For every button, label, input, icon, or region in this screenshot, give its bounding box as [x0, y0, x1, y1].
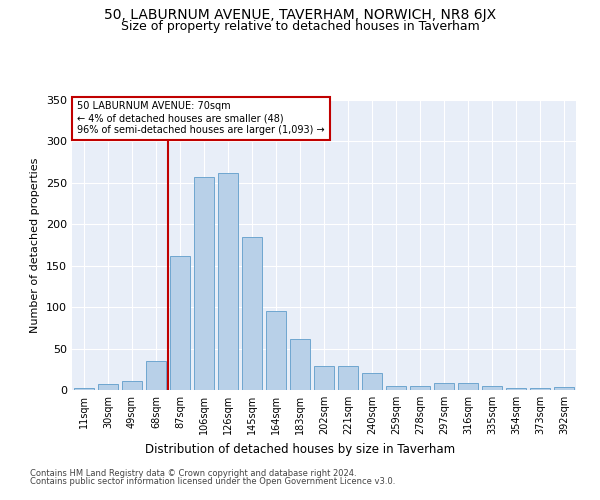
Bar: [362, 374, 382, 390]
Bar: [314, 366, 334, 390]
Bar: [194, 177, 214, 390]
Text: Distribution of detached houses by size in Taverham: Distribution of detached houses by size …: [145, 442, 455, 456]
Bar: [218, 173, 238, 390]
Bar: [170, 256, 190, 390]
Bar: [242, 236, 262, 390]
Bar: [290, 340, 310, 390]
Bar: [506, 388, 526, 390]
Bar: [74, 388, 94, 390]
Bar: [98, 384, 118, 390]
Text: 50 LABURNUM AVENUE: 70sqm
← 4% of detached houses are smaller (48)
96% of semi-d: 50 LABURNUM AVENUE: 70sqm ← 4% of detach…: [77, 102, 325, 134]
Text: Size of property relative to detached houses in Taverham: Size of property relative to detached ho…: [121, 20, 479, 33]
Bar: [266, 312, 286, 390]
Bar: [410, 386, 430, 390]
Text: Contains public sector information licensed under the Open Government Licence v3: Contains public sector information licen…: [30, 477, 395, 486]
Text: Contains HM Land Registry data © Crown copyright and database right 2024.: Contains HM Land Registry data © Crown c…: [30, 468, 356, 477]
Y-axis label: Number of detached properties: Number of detached properties: [31, 158, 40, 332]
Bar: [482, 386, 502, 390]
Bar: [146, 361, 166, 390]
Text: 50, LABURNUM AVENUE, TAVERHAM, NORWICH, NR8 6JX: 50, LABURNUM AVENUE, TAVERHAM, NORWICH, …: [104, 8, 496, 22]
Bar: [434, 382, 454, 390]
Bar: [458, 384, 478, 390]
Bar: [122, 381, 142, 390]
Bar: [338, 366, 358, 390]
Bar: [386, 386, 406, 390]
Bar: [530, 388, 550, 390]
Bar: [554, 386, 574, 390]
